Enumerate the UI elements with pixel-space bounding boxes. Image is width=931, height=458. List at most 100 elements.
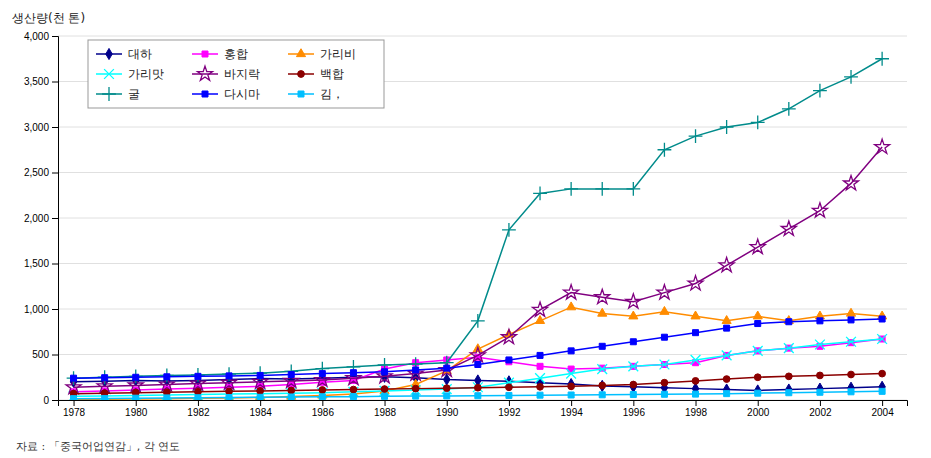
legend-label: 대하	[128, 47, 152, 61]
legend-item: 가리맛	[96, 67, 164, 81]
point	[568, 392, 574, 398]
x-tick: 1998	[685, 400, 708, 418]
point	[660, 360, 670, 370]
x-tick-label: 1980	[125, 407, 148, 418]
legend-symbol	[298, 71, 305, 78]
point	[377, 368, 392, 382]
x-tick: 1978	[63, 400, 86, 418]
x-tick-label: 1996	[623, 407, 646, 418]
point	[599, 382, 606, 389]
point	[848, 371, 855, 378]
point	[692, 378, 699, 385]
point	[226, 373, 232, 379]
x-tick: 2004	[871, 400, 894, 418]
point	[535, 373, 545, 383]
x-tick-mark	[447, 400, 448, 406]
legend-label: 홍합	[224, 47, 248, 61]
point	[471, 314, 485, 328]
point	[626, 182, 640, 196]
point	[628, 361, 638, 371]
x-tick: 2000	[747, 400, 770, 418]
y-tick: 500	[32, 349, 58, 360]
x-tick-label: 1992	[498, 407, 521, 418]
point	[630, 339, 636, 345]
point	[812, 203, 827, 217]
legend-item: 백합	[288, 67, 344, 81]
point	[257, 394, 263, 400]
point	[661, 391, 667, 397]
point	[195, 373, 201, 379]
point	[568, 348, 574, 354]
legend-symbol	[102, 87, 116, 101]
point	[319, 394, 325, 400]
y-tick-mark	[52, 173, 58, 174]
y-axis-title: 생산량(천 톤)	[12, 11, 85, 25]
point	[630, 392, 636, 398]
point	[630, 381, 637, 388]
point	[750, 239, 765, 253]
x-tick-label: 1978	[63, 407, 86, 418]
point	[691, 355, 701, 365]
point	[133, 374, 139, 380]
y-tick-mark	[52, 36, 58, 37]
x-axis-line	[59, 401, 908, 407]
point	[350, 370, 356, 376]
point	[71, 396, 77, 400]
point	[566, 369, 576, 379]
point	[661, 379, 668, 386]
point	[817, 372, 824, 379]
point	[502, 223, 516, 237]
point	[846, 337, 856, 347]
y-tick: 1,000	[24, 304, 58, 315]
legend-item: 가리비	[288, 47, 356, 61]
point	[817, 389, 823, 395]
point	[412, 385, 419, 392]
point	[382, 393, 388, 399]
grid	[58, 36, 907, 400]
y-tick: 1,500	[24, 258, 58, 269]
x-tick-label: 1988	[374, 407, 397, 418]
y-tick-label: 1,500	[24, 258, 49, 269]
point	[719, 257, 734, 271]
point	[595, 182, 609, 196]
legend: 대하홍합가리비가리맛바지락백합굴다시마김，	[88, 40, 384, 108]
point	[102, 395, 108, 400]
point	[444, 393, 450, 399]
point	[598, 308, 607, 316]
point	[753, 346, 763, 356]
point	[288, 387, 295, 394]
point	[501, 329, 516, 343]
x-tick-mark	[385, 400, 386, 406]
x-tick: 1980	[125, 400, 148, 418]
point	[537, 383, 544, 390]
point	[599, 380, 605, 391]
point	[413, 367, 419, 373]
point	[69, 394, 78, 400]
legend-label: 가리비	[320, 47, 356, 61]
point	[693, 391, 699, 397]
point	[257, 372, 263, 378]
point	[846, 308, 855, 316]
point	[568, 383, 575, 390]
series-line	[74, 339, 883, 392]
point	[786, 390, 792, 396]
point	[722, 316, 731, 324]
x-tick-mark	[198, 400, 199, 406]
x-tick-label: 1994	[561, 407, 584, 418]
point	[875, 139, 890, 153]
x-tick: 1986	[312, 400, 335, 418]
point	[691, 311, 700, 319]
point	[222, 367, 236, 381]
point	[844, 70, 858, 84]
point	[567, 302, 576, 310]
grid-line	[58, 218, 907, 219]
point	[724, 325, 730, 331]
y-tick: 3,500	[24, 76, 58, 87]
x-tick-mark	[136, 400, 137, 406]
point	[319, 387, 326, 394]
point	[473, 382, 483, 392]
point	[164, 395, 170, 400]
point	[599, 392, 605, 398]
y-tick-label: 1,000	[24, 304, 49, 315]
point	[133, 395, 139, 400]
